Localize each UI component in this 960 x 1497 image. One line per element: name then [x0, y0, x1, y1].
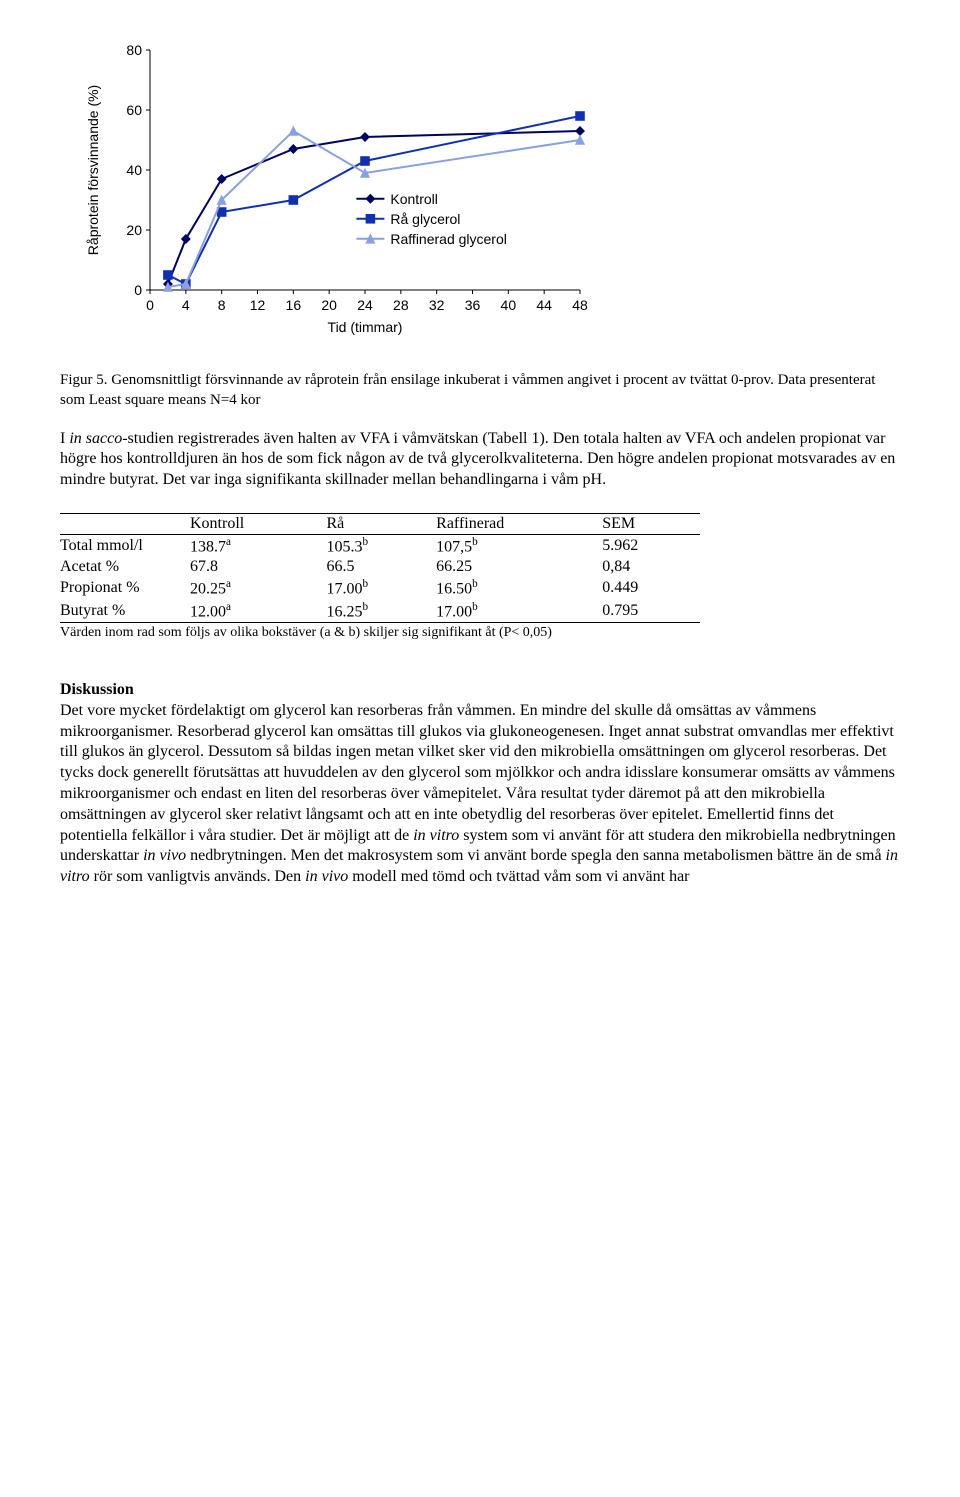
paragraph-vfa: I in sacco-studien registrerades även ha…: [60, 429, 900, 491]
svg-text:44: 44: [536, 297, 552, 313]
svg-text:28: 28: [393, 297, 409, 313]
svg-text:36: 36: [465, 297, 481, 313]
table-cell: 0.795: [602, 600, 700, 623]
value-superscript: b: [363, 536, 369, 548]
disc-e: nedbrytningen. Men det makrosystem som v…: [186, 847, 885, 864]
table-cell: 20.25a: [190, 577, 327, 599]
disc-b: in vitro: [413, 827, 459, 844]
disc-a: Det vore mycket fördelaktigt om glycerol…: [60, 702, 895, 844]
table-cell: Acetat %: [60, 557, 190, 577]
table-cell: 0,84: [602, 557, 700, 577]
table-cell: 17.00b: [327, 577, 437, 599]
svg-text:0: 0: [134, 282, 142, 298]
svg-text:12: 12: [250, 297, 266, 313]
th-ra: Rå: [327, 513, 437, 534]
svg-text:40: 40: [126, 162, 142, 178]
table-note: Värden inom rad som följs av olika bokst…: [60, 625, 900, 641]
value-superscript: b: [472, 601, 478, 613]
table-row: Total mmol/l138.7a105.3b107,5b5.962: [60, 534, 700, 557]
vfa-table: Kontroll Rå Raffinerad SEM Total mmol/l1…: [60, 513, 700, 623]
svg-text:48: 48: [572, 297, 588, 313]
value-superscript: b: [363, 578, 369, 590]
value-superscript: b: [472, 578, 478, 590]
disc-d: in vivo: [143, 847, 186, 864]
svg-text:16: 16: [286, 297, 302, 313]
table-cell: Butyrat %: [60, 600, 190, 623]
disc-g: rör som vanligtvis används. Den: [90, 868, 306, 885]
svg-text:60: 60: [126, 102, 142, 118]
table-row: Propionat %20.25a17.00b16.50b0.449: [60, 577, 700, 599]
para1-c: -studien registrerades även halten av VF…: [60, 430, 895, 489]
table-cell: 0.449: [602, 577, 700, 599]
svg-text:8: 8: [218, 297, 226, 313]
svg-text:Kontroll: Kontroll: [390, 191, 437, 207]
raprotein-chart: 02040608004812162024283236404448Råprotei…: [80, 40, 600, 340]
svg-text:20: 20: [126, 222, 142, 238]
para1-a: I: [60, 430, 69, 447]
svg-text:24: 24: [357, 297, 373, 313]
table-cell: 16.50b: [436, 577, 602, 599]
value-superscript: a: [226, 578, 231, 590]
th-sem: SEM: [602, 513, 700, 534]
table-cell: 138.7a: [190, 534, 327, 557]
svg-text:Råprotein försvinnande (%): Råprotein försvinnande (%): [85, 85, 101, 255]
svg-text:40: 40: [501, 297, 517, 313]
figure-caption: Figur 5. Genomsnittligt försvinnande av …: [60, 370, 900, 411]
value-superscript: a: [226, 601, 231, 613]
table-cell: 105.3b: [327, 534, 437, 557]
table-row: Butyrat %12.00a16.25b17.00b0.795: [60, 600, 700, 623]
table-cell: 17.00b: [436, 600, 602, 623]
svg-text:Rå glycerol: Rå glycerol: [390, 211, 460, 227]
svg-text:0: 0: [146, 297, 154, 313]
disc-i: modell med tömd och tvättad våm som vi a…: [348, 868, 689, 885]
table-header-row: Kontroll Rå Raffinerad SEM: [60, 513, 700, 534]
discussion-paragraph: Det vore mycket fördelaktigt om glycerol…: [60, 701, 900, 888]
table-cell: 67.8: [190, 557, 327, 577]
table-cell: Propionat %: [60, 577, 190, 599]
svg-text:32: 32: [429, 297, 445, 313]
th-raffinerad: Raffinerad: [436, 513, 602, 534]
disc-h: in vivo: [305, 868, 348, 885]
svg-text:Tid (timmar): Tid (timmar): [328, 319, 403, 335]
value-superscript: b: [363, 601, 369, 613]
svg-text:80: 80: [126, 42, 142, 58]
value-superscript: a: [226, 536, 231, 548]
para1-b: in sacco: [69, 430, 122, 447]
table-cell: Total mmol/l: [60, 534, 190, 557]
th-kontroll: Kontroll: [190, 513, 327, 534]
value-superscript: b: [472, 536, 478, 548]
table-cell: 66.25: [436, 557, 602, 577]
svg-text:Raffinerad glycerol: Raffinerad glycerol: [390, 231, 506, 247]
chart-svg: 02040608004812162024283236404448Råprotei…: [80, 40, 600, 340]
discussion-heading: Diskussion: [60, 681, 900, 699]
svg-text:4: 4: [182, 297, 190, 313]
table-cell: 5.962: [602, 534, 700, 557]
table-row: Acetat %67.866.566.250,84: [60, 557, 700, 577]
table-cell: 107,5b: [436, 534, 602, 557]
th-blank: [60, 513, 190, 534]
table-cell: 66.5: [327, 557, 437, 577]
table-cell: 16.25b: [327, 600, 437, 623]
table-cell: 12.00a: [190, 600, 327, 623]
svg-text:20: 20: [321, 297, 337, 313]
